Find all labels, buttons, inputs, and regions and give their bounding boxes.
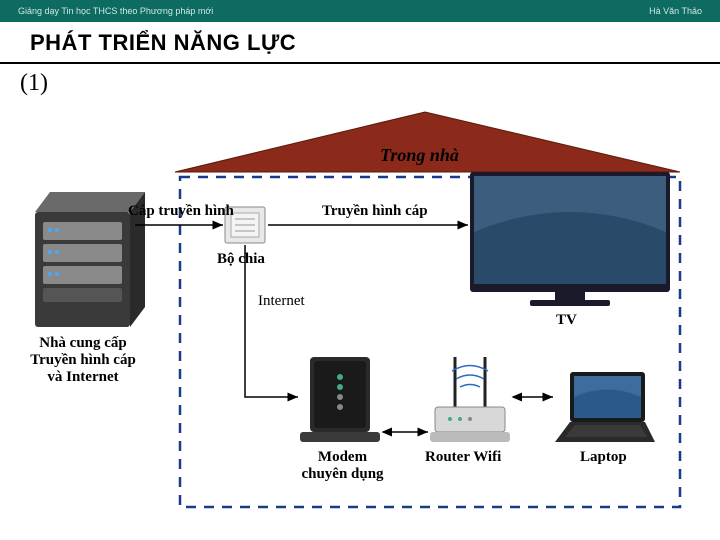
network-diagram: Trong nhà Cáp truyền hình Truyền hình cá… <box>0 97 720 527</box>
page-title: PHÁT TRIỂN NĂNG LỰC <box>30 30 690 56</box>
label-provider-l2: Truyền hình cáp <box>18 352 148 369</box>
page-number: (1) <box>0 66 720 97</box>
label-provider-l1: Nhà cung cấp <box>18 335 148 352</box>
label-router: Router Wifi <box>425 449 501 466</box>
header-right: Hà Văn Thảo <box>649 6 702 16</box>
label-modem: Modem chuyên dụng <box>295 449 390 483</box>
header-bar: Giảng dạy Tin học THCS theo Phương pháp … <box>0 0 720 22</box>
label-bo-chia: Bộ chia <box>217 251 265 268</box>
header-left: Giảng dạy Tin học THCS theo Phương pháp … <box>18 6 213 16</box>
label-provider: Nhà cung cấp Truyền hình cáp và Internet <box>18 335 148 386</box>
label-provider-l3: và Internet <box>18 369 148 386</box>
title-area: PHÁT TRIỂN NĂNG LỰC <box>0 22 720 60</box>
label-modem-l1: Modem <box>295 449 390 466</box>
label-modem-l2: chuyên dụng <box>295 466 390 483</box>
label-laptop: Laptop <box>580 449 627 466</box>
horizontal-rule <box>0 62 720 64</box>
label-internet: Internet <box>258 293 305 310</box>
label-th-cap: Truyền hình cáp <box>322 203 428 220</box>
label-tv: TV <box>556 312 577 329</box>
label-cap-th: Cáp truyền hình <box>128 203 234 220</box>
label-trong-nha: Trong nhà <box>380 145 459 166</box>
